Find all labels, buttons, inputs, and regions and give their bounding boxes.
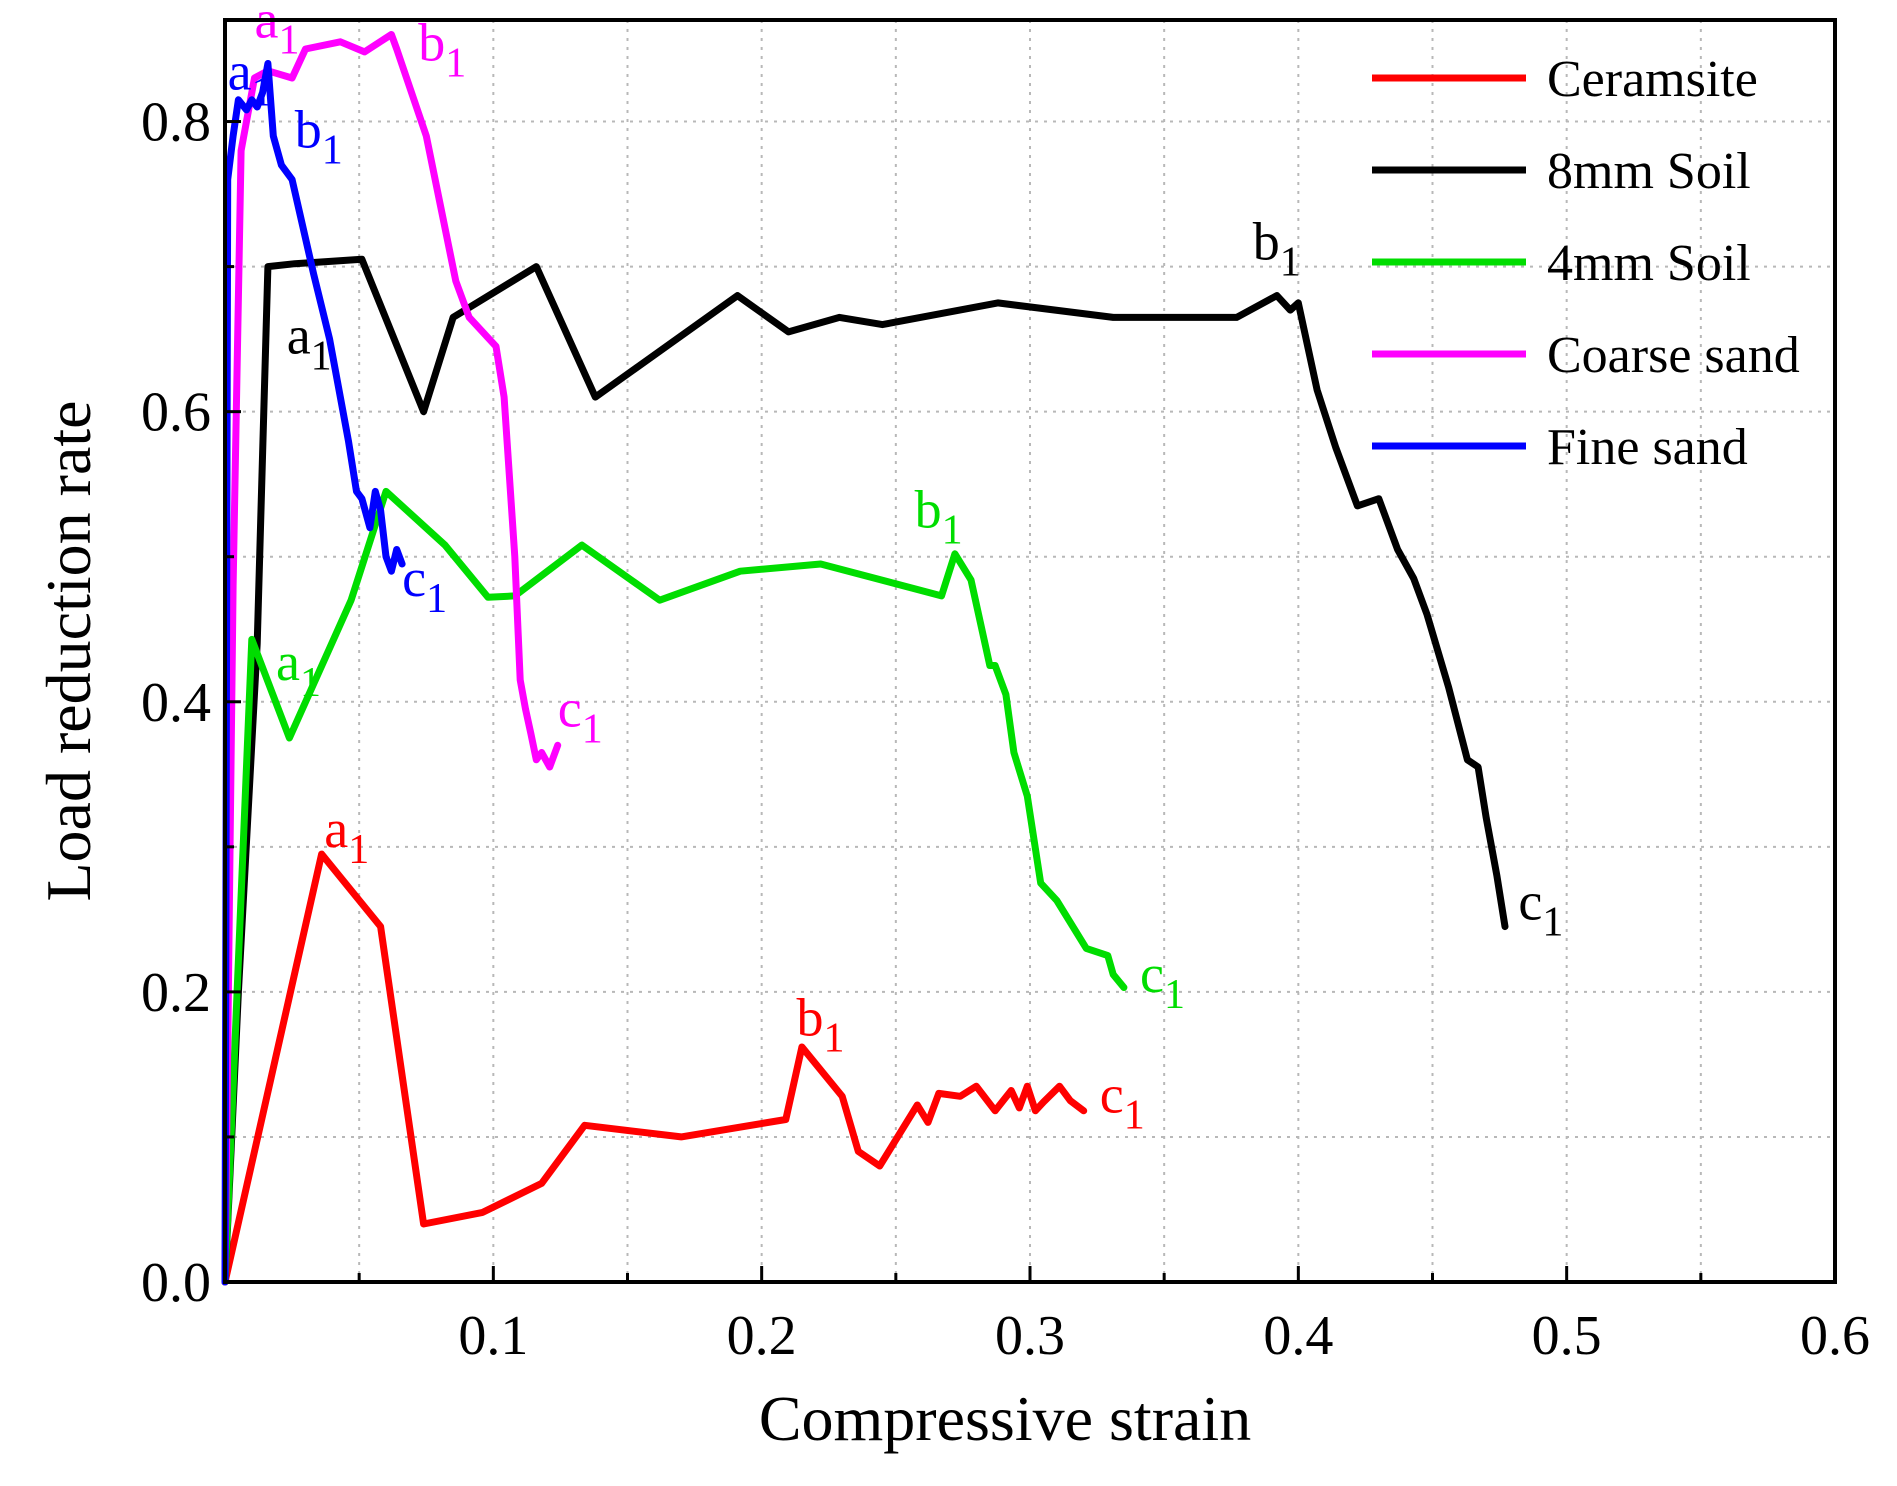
point-label-c1: c1 <box>1518 871 1563 945</box>
x-tick-label: 0.4 <box>1263 1305 1333 1367</box>
y-tick-label: 0.0 <box>141 1252 211 1314</box>
legend-label: Fine sand <box>1547 419 1748 476</box>
legend-label: Ceramsite <box>1547 51 1758 108</box>
y-tick-label: 0.6 <box>141 382 211 444</box>
point-label-c1: c1 <box>1140 944 1185 1018</box>
legend-label: 8mm Soil <box>1547 143 1751 200</box>
point-label-b1: b1 <box>295 100 343 174</box>
y-tick-label: 0.2 <box>141 962 211 1024</box>
series-layer <box>221 31 1509 1286</box>
point-label-a1: a1 <box>287 306 332 380</box>
x-tick-label: 0.2 <box>727 1305 797 1367</box>
y-axis-label: Load reduction rate <box>33 400 104 901</box>
x-tick-label: 0.3 <box>995 1305 1065 1367</box>
grid-layer <box>225 20 1835 1282</box>
x-tick-label: 0.5 <box>1532 1305 1602 1367</box>
x-tick-label: 0.1 <box>458 1305 528 1367</box>
series-line-coarse-sand <box>221 31 562 1286</box>
point-label-a1: a1 <box>276 632 321 706</box>
point-labels-layer: a1 b1 c1 a1 b1 c1 a1 b1 c1 a1 b1 c1 a1 b1 c1 <box>228 0 1564 1138</box>
y-tick-label: 0.8 <box>141 92 211 154</box>
point-label-c1: c1 <box>402 548 447 622</box>
point-label-a1: a1 <box>228 42 273 116</box>
point-label-c1: c1 <box>558 678 603 752</box>
series-line-fine-sand <box>221 60 406 1286</box>
point-label-b1: b1 <box>915 480 963 554</box>
point-label-b1: b1 <box>418 13 466 87</box>
ticks-layer: 0.1 0.2 0.3 0.4 0.5 0.6 0.0 0.2 0.4 0.6 0.8 <box>141 92 1870 1367</box>
series-line-ceramsite <box>221 850 1088 1286</box>
legend-label: 4mm Soil <box>1547 235 1751 292</box>
x-axis-label: Compressive strain <box>759 1383 1251 1454</box>
series-line-8mm-soil <box>221 255 1509 1286</box>
y-tick-label: 0.4 <box>141 672 211 734</box>
legend-label: Coarse sand <box>1547 327 1800 384</box>
legend: Ceramsite 8mm Soil 4mm Soil Coarse sand Fine… <box>1372 51 1800 476</box>
point-label-b1: b1 <box>797 987 845 1061</box>
point-label-a1: a1 <box>255 0 300 63</box>
point-label-b1: b1 <box>1253 211 1301 285</box>
point-label-c1: c1 <box>1100 1064 1145 1138</box>
series-line-4mm-soil <box>221 487 1128 1286</box>
x-tick-label: 0.6 <box>1800 1305 1870 1367</box>
point-label-a1: a1 <box>324 799 369 873</box>
